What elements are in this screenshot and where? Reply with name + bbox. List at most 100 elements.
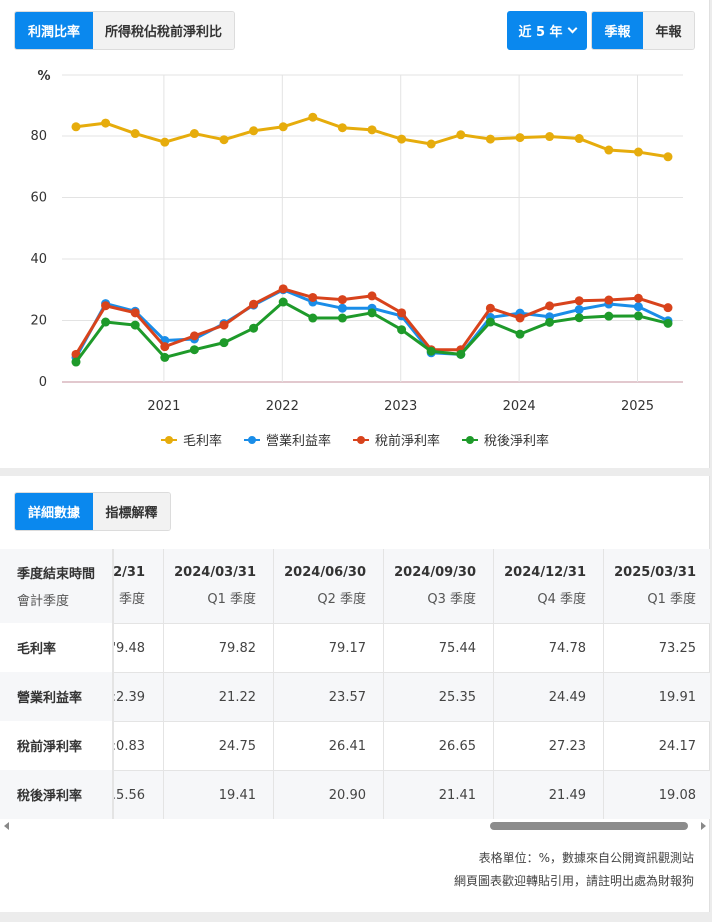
column-header: 2024/09/30 Q3 季度 [384,549,493,623]
chart-type-tabs: 利潤比率 所得稅佔稅前淨利比 [14,11,235,50]
table-cell: 74.78 [494,623,603,672]
row-label: 毛利率 [17,642,57,657]
column-quarter: Q3 季度 [427,592,476,607]
column-header: 2024/12/31 Q4 季度 [494,549,603,623]
scroll-left-arrow-icon[interactable] [4,822,9,830]
svg-text:2025: 2025 [621,399,654,414]
table-cell: :0.83 [112,721,163,770]
horizontal-scrollbar[interactable] [0,820,710,832]
table-tabs: 詳細數據 指標解釋 [14,492,171,531]
table-cell: 19.08 [604,770,710,819]
table-cell: .5.56 [112,770,163,819]
legend-marker-icon [160,435,177,445]
table-cell: 21.41 [384,770,493,819]
legend-item-gross-margin[interactable]: 毛利率 [160,430,222,449]
row-header: 季度結束時間 會計季度 [0,549,112,623]
table-column: 2025/03/31 Q1 季度 73.25 19.91 24.17 19.08 [603,549,710,819]
tab-profit-ratio[interactable]: 利潤比率 [15,12,93,49]
row-label: 稅後淨利率 [0,770,112,819]
table-cell: 20.90 [274,770,383,819]
header-label: 季度結束時間 [17,567,96,582]
column-header: 2025/03/31 Q1 季度 [604,549,710,623]
row-label-column: 季度結束時間 會計季度 毛利率 營業利益率 稅前淨利率 稅後淨利率 [0,549,114,819]
table-cell: 27.23 [494,721,603,770]
legend-label: 稅前淨利率 [375,434,441,449]
table-cell: 73.25 [604,623,710,672]
table-cell: 24.17 [604,721,710,770]
data-columns: 2/31 季度 '9.48 :2.39 :0.83 .5.56 2024/03/… [112,549,710,819]
footnote-unit: 表格單位：%，數據來自公開資訊觀測站 [478,851,694,865]
table-cell: 79.82 [164,623,273,672]
svg-text:%: % [37,69,50,84]
table-cell: 75.44 [384,623,493,672]
svg-text:2021: 2021 [147,399,180,414]
column-date: 2024/06/30 [284,565,366,580]
column-quarter: Q4 季度 [537,592,586,607]
row-label: 稅前淨利率 [17,740,83,755]
table-column: 2024/09/30 Q3 季度 75.44 25.35 26.65 21.41 [383,549,493,819]
data-table: 2/31 季度 '9.48 :2.39 :0.83 .5.56 2024/03/… [0,549,710,819]
legend-item-operating-margin[interactable]: 營業利益率 [243,430,331,449]
legend-item-net-margin[interactable]: 稅後淨利率 [462,430,549,449]
range-dropdown-label: 近 5 年 [518,25,563,40]
svg-text:2023: 2023 [384,399,417,414]
legend-marker-icon [353,435,369,445]
svg-text:2022: 2022 [266,399,299,414]
period-tabs: 季報 年報 [591,11,695,50]
line-chart: % 0 20 40 60 80 2021 2022 2023 2024 2025 [30,69,683,414]
column-quarter: Q1 季度 [207,592,256,607]
tab-indicator-explanation[interactable]: 指標解釋 [93,493,170,530]
table-column: 2024/06/30 Q2 季度 79.17 23.57 26.41 20.90 [273,549,383,819]
column-header: 2024/06/30 Q2 季度 [274,549,383,623]
column-date: 2/31 [113,565,145,580]
tab-detail-data[interactable]: 詳細數據 [15,493,93,530]
table-cell: 19.91 [604,672,710,721]
table-cell: 26.41 [274,721,383,770]
table-cell: 21.22 [164,672,273,721]
table-cell: 24.75 [164,721,273,770]
table-column: 2024/03/31 Q1 季度 79.82 21.22 24.75 19.41 [163,549,273,819]
column-header: 2024/03/31 Q1 季度 [164,549,273,623]
column-date: 2024/12/31 [504,565,586,580]
tab-annual[interactable]: 年報 [643,12,694,49]
column-quarter: Q2 季度 [317,592,366,607]
table-column: 2/31 季度 '9.48 :2.39 :0.83 .5.56 [112,549,163,819]
scroll-thumb[interactable] [490,822,688,830]
chart-legend: 毛利率 營業利益率 稅前淨利率 稅後淨利率 [0,430,710,449]
table-cell: 79.17 [274,623,383,672]
svg-text:20: 20 [30,314,47,329]
svg-text:60: 60 [30,191,47,206]
legend-item-pretax-margin[interactable]: 稅前淨利率 [353,430,440,449]
tab-quarterly[interactable]: 季報 [592,12,643,49]
column-date: 2025/03/31 [614,565,696,580]
column-header: 2/31 季度 [113,549,163,623]
table-cell: 21.49 [494,770,603,819]
tab-tax-ratio[interactable]: 所得稅佔稅前淨利比 [93,12,234,49]
range-dropdown[interactable]: 近 5 年 [507,11,587,50]
column-date: 2024/09/30 [394,565,476,580]
legend-marker-icon [462,435,479,445]
scroll-right-arrow-icon[interactable] [701,822,706,830]
svg-text:80: 80 [30,129,47,144]
table-cell: 25.35 [384,672,493,721]
table-cell: 26.65 [384,721,493,770]
column-date: 2024/03/31 [174,565,256,580]
table-cell: 23.57 [274,672,383,721]
table-cell: 24.49 [494,672,603,721]
legend-label: 稅後淨利率 [484,434,550,449]
chart-card: 利潤比率 所得稅佔稅前淨利比 近 5 年 季報 年報 % 0 20 40 60 80 202… [0,0,710,468]
column-quarter: Q1 季度 [647,592,696,607]
header-sublabel: 會計季度 [17,594,70,609]
table-cell: :2.39 [112,672,163,721]
table-cell: 19.41 [164,770,273,819]
table-cell: '9.48 [112,623,163,672]
svg-text:0: 0 [39,375,47,390]
footnote-citation: 網頁圖表歡迎轉貼引用，請註明出處為財報狗 [453,874,694,888]
svg-text:2024: 2024 [503,399,536,414]
legend-marker-icon [243,435,260,445]
legend-label: 毛利率 [182,434,222,449]
svg-text:40: 40 [30,252,47,267]
row-label: 營業利益率 [0,672,112,721]
column-quarter: 季度 [118,592,145,607]
table-column: 2024/12/31 Q4 季度 74.78 24.49 27.23 21.49 [493,549,603,819]
